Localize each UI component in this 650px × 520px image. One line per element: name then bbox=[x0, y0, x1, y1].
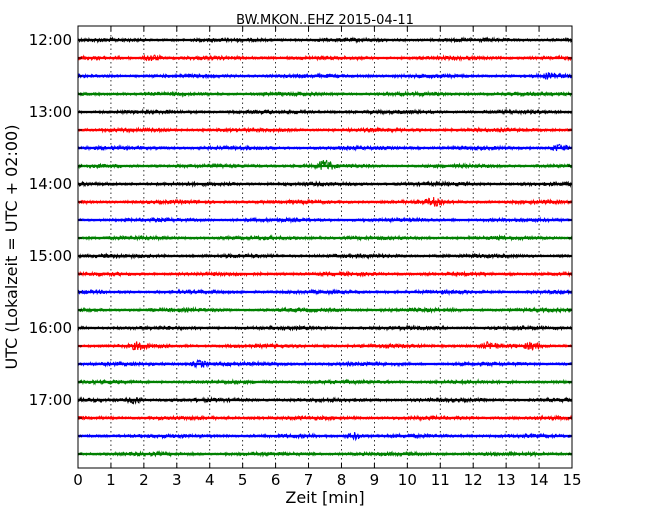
x-tick-label-7: 7 bbox=[304, 471, 314, 489]
x-tick-label-14: 14 bbox=[530, 471, 549, 489]
y-tick-label-4: 16:00 bbox=[29, 319, 72, 337]
x-tick-label-10: 10 bbox=[398, 471, 417, 489]
y-tick-label-0: 12:00 bbox=[29, 31, 72, 49]
x-tick-label-4: 4 bbox=[205, 471, 215, 489]
x-tick-label-2: 2 bbox=[139, 471, 149, 489]
x-tick-label-0: 0 bbox=[73, 471, 83, 489]
x-tick-label-6: 6 bbox=[271, 471, 281, 489]
x-tick-label-8: 8 bbox=[337, 471, 347, 489]
axis-ticks: 0 1 2 3 4 5 6 7 8 9 10 11 12 13 14 1512:0013:0014:0015:… bbox=[29, 26, 582, 489]
y-tick-label-2: 14:00 bbox=[29, 175, 72, 193]
x-tick-label-3: 3 bbox=[172, 471, 182, 489]
grid-lines bbox=[110, 26, 540, 468]
x-tick-label-1: 1 bbox=[106, 471, 116, 489]
x-tick-label-15: 15 bbox=[562, 471, 581, 489]
y-tick-label-1: 13:00 bbox=[29, 103, 72, 121]
x-tick-label-9: 9 bbox=[370, 471, 380, 489]
seismic-traces bbox=[77, 36, 573, 458]
y-axis-label: UTC (Lokalzeit = UTC + 02:00) bbox=[2, 125, 21, 370]
x-tick-label-5: 5 bbox=[238, 471, 248, 489]
x-tick-label-12: 12 bbox=[464, 471, 483, 489]
trace-16 bbox=[77, 324, 573, 332]
x-tick-label-13: 13 bbox=[497, 471, 516, 489]
x-axis-label: Zeit [min] bbox=[285, 488, 364, 507]
y-tick-label-5: 17:00 bbox=[29, 391, 72, 409]
chart-title: BW.MKON..EHZ 2015-04-11 bbox=[236, 13, 414, 28]
plot-frame bbox=[77, 25, 573, 469]
y-tick-label-3: 15:00 bbox=[29, 247, 72, 265]
x-tick-label-11: 11 bbox=[431, 471, 450, 489]
